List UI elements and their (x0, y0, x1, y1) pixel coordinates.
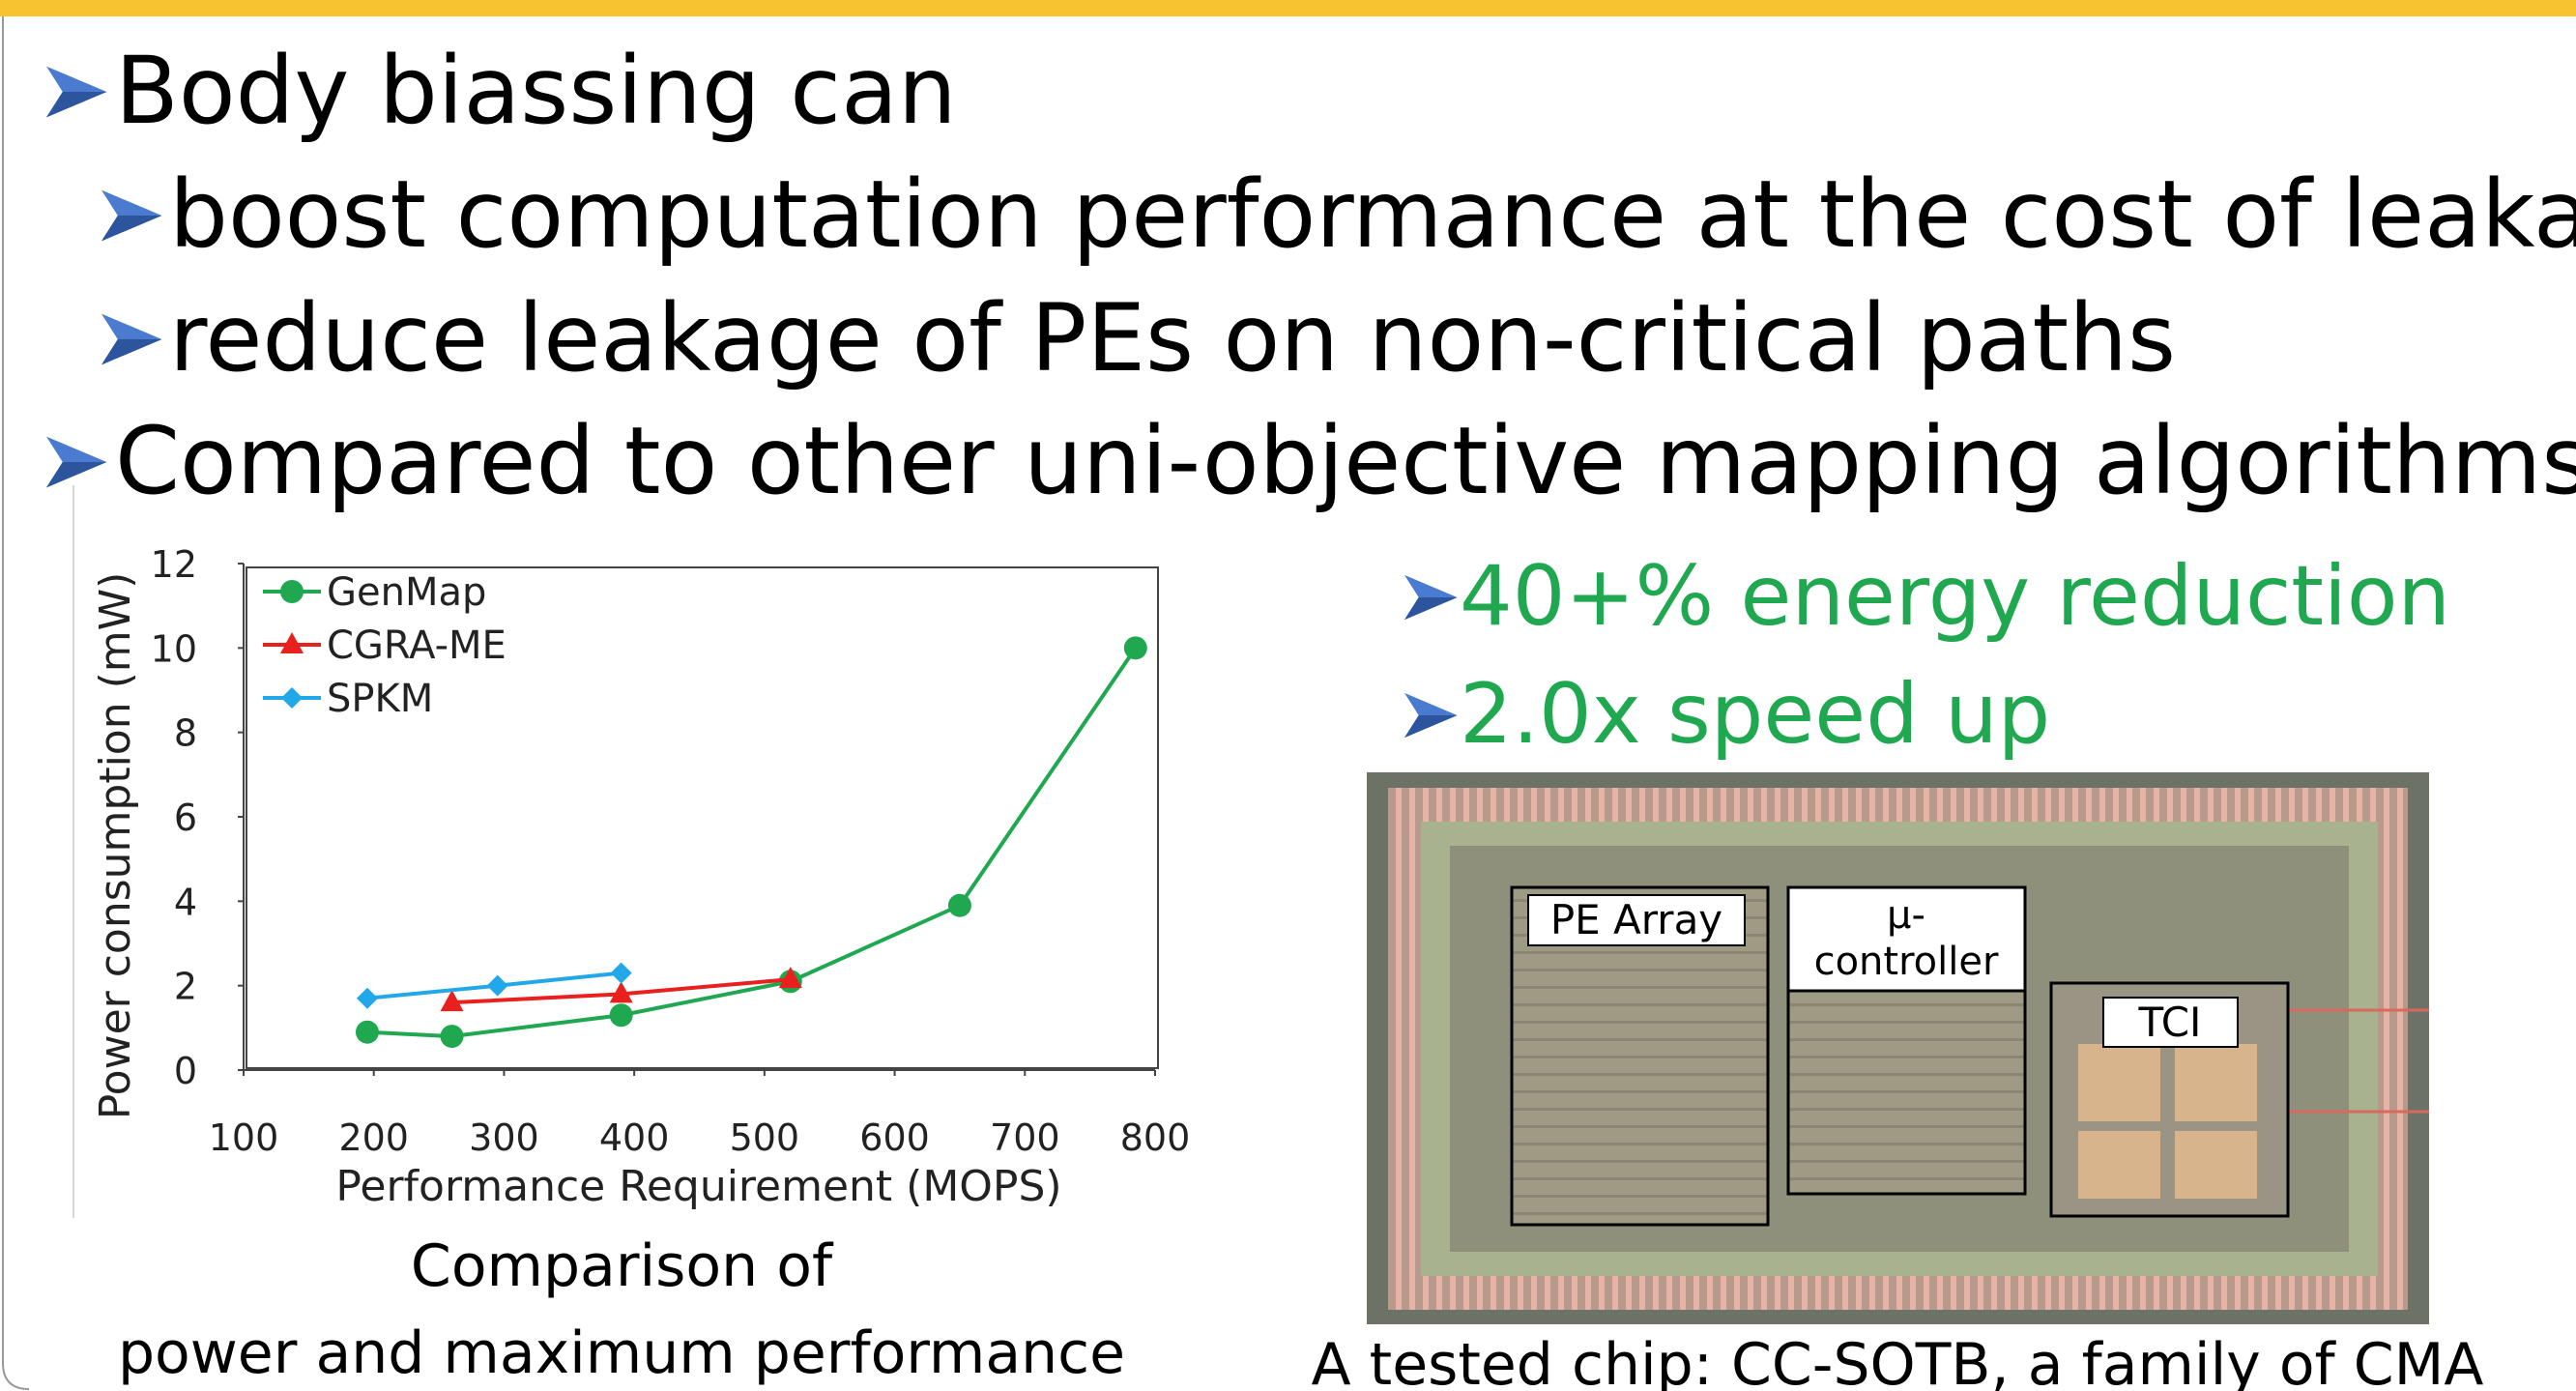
x-tick-label: 600 (859, 1116, 930, 1159)
bullet-arrow-shade (46, 462, 106, 487)
bullet-arrow-shade (1404, 715, 1458, 738)
bullet-arrow-shade (1404, 597, 1458, 620)
chart-caption: Comparison of (411, 1232, 834, 1300)
data-point (948, 894, 971, 917)
legend-label: GenMap (327, 570, 486, 615)
data-point (281, 687, 303, 709)
data-point (441, 1025, 464, 1048)
x-tick-label: 500 (730, 1116, 800, 1159)
bullet-arrow-shade (101, 216, 161, 241)
y-axis-title: Power consumption (mW) (91, 572, 140, 1120)
highlight-text: 40+% energy reduction (1460, 548, 2450, 645)
x-tick-label: 200 (338, 1116, 409, 1159)
chip-label: PE Array (1550, 896, 1722, 943)
chip-label: controller (1814, 940, 1999, 984)
y-tick-label: 4 (174, 881, 197, 923)
chip-label: μ- (1887, 893, 1925, 938)
bullet-text: Compared to other uni-objective mapping … (115, 407, 2576, 515)
x-tick-label: 400 (599, 1116, 670, 1159)
legend-label: SPKM (327, 677, 433, 721)
data-point (357, 988, 378, 1009)
series-line (367, 648, 1136, 1036)
x-tick-label: 700 (990, 1116, 1060, 1159)
data-point (610, 1003, 633, 1027)
y-tick-label: 8 (174, 712, 197, 755)
bullet-text: Body biassing can (115, 37, 957, 145)
slide-border (3, 16, 29, 1389)
legend-label: CGRA-ME (327, 623, 507, 668)
x-tick-label: 100 (209, 1116, 279, 1159)
highlight-text: 2.0x speed up (1460, 666, 2050, 763)
chip-photo (1367, 772, 2429, 1324)
data-point (611, 963, 632, 984)
x-axis-title: Performance Requirement (MOPS) (335, 1162, 1061, 1211)
top-bar (0, 0, 2576, 16)
chip-caption: A tested chip: CC-SOTB, a family of CMA (1312, 1331, 2484, 1391)
data-point (356, 1021, 379, 1044)
y-tick-label: 2 (174, 966, 197, 1008)
y-tick-label: 6 (174, 797, 197, 839)
data-point (280, 580, 304, 603)
bullet-arrow-shade (46, 92, 106, 117)
y-tick-label: 10 (151, 627, 197, 670)
sub-bullet-text: reduce leakage of PEs on non-critical pa… (169, 284, 2176, 392)
x-tick-label: 300 (469, 1116, 539, 1159)
bullet-arrow-shade (101, 339, 161, 364)
sub-bullet-text: boost computation performance at the cos… (169, 160, 2576, 269)
chart-caption: power and maximum performance (118, 1319, 1125, 1387)
chip-label: TCI (2138, 999, 2202, 1046)
x-tick-label: 800 (1120, 1116, 1191, 1159)
y-tick-label: 12 (151, 543, 197, 586)
data-point (487, 975, 508, 997)
data-point (1124, 636, 1147, 659)
slide: Body biassing can boost computation perfo… (0, 0, 2576, 1391)
y-tick-label: 0 (174, 1050, 197, 1092)
